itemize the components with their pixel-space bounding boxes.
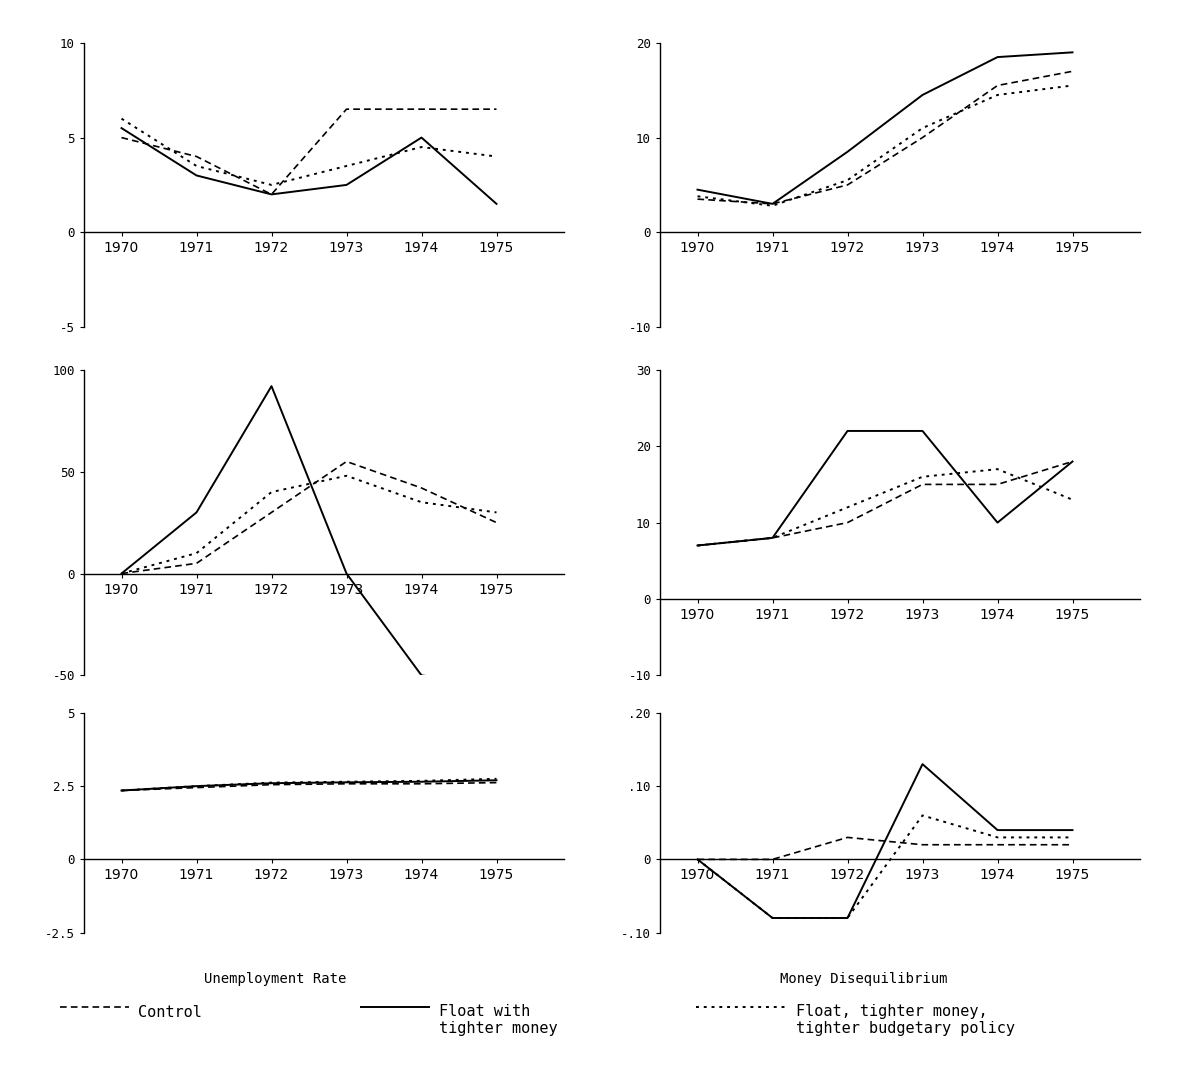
Text: Money Disequilibrium: Money Disequilibrium (780, 972, 948, 986)
Text: Unemployment Rate: Unemployment Rate (204, 972, 347, 986)
Text: Float with
tighter money: Float with tighter money (439, 1003, 558, 1037)
Text: Control: Control (138, 1006, 202, 1019)
Text: International Reserves: International Reserves (204, 730, 389, 744)
Text: Money Stock: Money Stock (780, 730, 872, 744)
Text: Product Prices: Product Prices (780, 378, 898, 392)
Text: Float, tighter money,
tighter budgetary policy: Float, tighter money, tighter budgetary … (797, 1003, 1015, 1037)
Text: Real Product: Real Product (204, 378, 305, 392)
